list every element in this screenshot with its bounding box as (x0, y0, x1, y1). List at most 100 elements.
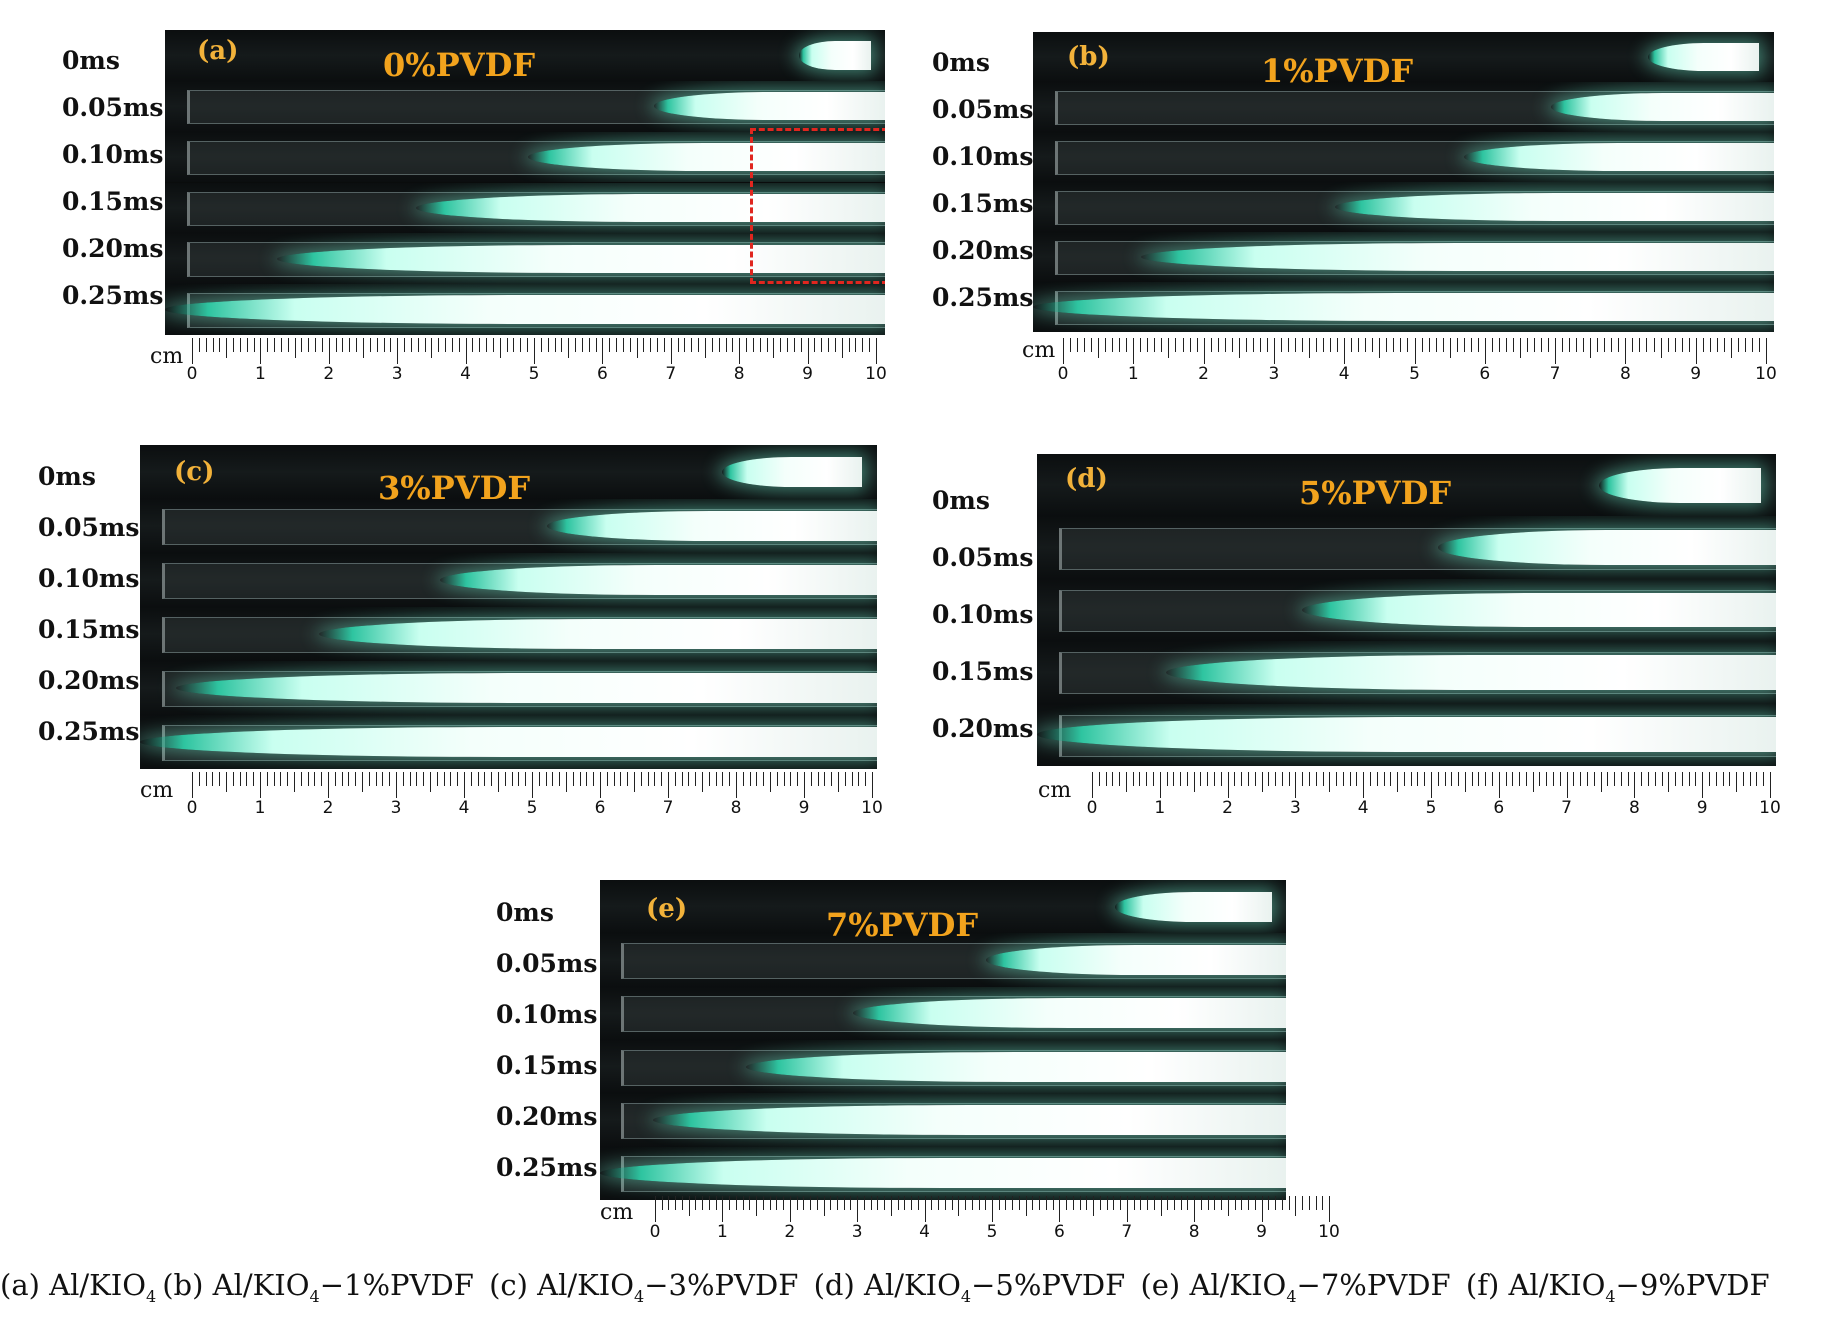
ruler-label: 10 (1755, 364, 1777, 384)
flame (852, 998, 1286, 1029)
ruler-tick (1302, 1196, 1304, 1210)
time-label: 0.20ms (62, 234, 164, 263)
caption-e: (e) Al/KIO4−7%PVDF (1140, 1268, 1451, 1306)
ruler-tick (588, 338, 590, 352)
flame-strip (1033, 282, 1774, 332)
ruler-tick (547, 338, 549, 352)
flame (1114, 891, 1273, 922)
ruler-tick (1770, 772, 1771, 798)
ruler-tick (356, 338, 358, 352)
ruler-tick (1646, 338, 1648, 352)
highlight-box (750, 128, 885, 284)
ruler-tick (1166, 772, 1168, 786)
ruler-tick (1526, 338, 1528, 352)
ruler-tick (1126, 338, 1128, 352)
ruler-tick (793, 338, 795, 352)
ruler-tick (1695, 772, 1697, 786)
ruler-tick (1742, 772, 1744, 786)
panel-title: 7%PVDF (826, 906, 979, 944)
ruler-tick (844, 772, 846, 786)
ruler-tick (1611, 338, 1613, 352)
ruler-tick (1241, 772, 1243, 786)
ruler-tick (273, 772, 275, 786)
ruler-tick (1106, 1196, 1108, 1210)
ruler-tick (1386, 338, 1388, 352)
ruler-tick (965, 1196, 967, 1210)
panel-e: (e) 7%PVDF 0ms 0.05ms 0.10ms 0.15ms 0.20ms 0.… (450, 870, 1350, 1270)
ruler-tick (749, 1196, 751, 1210)
ruler-tick (1449, 338, 1451, 358)
ruler-label: 10 (865, 364, 887, 384)
ruler-tick (1580, 772, 1582, 786)
ruler-tick (300, 772, 302, 786)
ruler-tick (1525, 772, 1527, 786)
flame-strip (140, 553, 877, 607)
time-label: 0.25ms (496, 1153, 598, 1182)
ruler-tick (1356, 772, 1358, 786)
ruler-tick (1112, 772, 1114, 786)
panel-photo: (e) 7%PVDF (600, 880, 1286, 1200)
ruler-tick (729, 772, 731, 786)
ruler-tick (1463, 338, 1465, 352)
ruler-unit: cm (150, 344, 184, 369)
ruler-tick (1431, 772, 1432, 798)
ruler-label: 6 (1053, 1222, 1065, 1242)
ruler-tick (688, 1196, 690, 1216)
ruler-tick (1336, 772, 1338, 786)
ruler-tick (1316, 338, 1318, 352)
ruler-tick (586, 772, 588, 786)
ruler-tick (1428, 338, 1430, 352)
ruler-tick (1200, 772, 1202, 786)
time-label: 0.15ms (38, 615, 140, 644)
ruler-tick (1139, 772, 1141, 786)
ruler-tick (1268, 772, 1270, 786)
ruler-label: 0 (1057, 364, 1069, 384)
ruler-tick (1254, 772, 1256, 786)
ruler-tick (843, 1196, 845, 1210)
ruler-tick (1512, 338, 1514, 352)
ruler-tick (698, 338, 700, 352)
flame (653, 92, 885, 121)
ruler-tick (992, 1196, 993, 1222)
time-label: 0.10ms (932, 142, 1034, 171)
flame (1464, 143, 1774, 171)
ruler-tick (1193, 772, 1195, 792)
caption-d: (d) Al/KIO4−5%PVDF (813, 1268, 1126, 1306)
ruler-tick (1376, 772, 1378, 786)
ruler-tick (838, 772, 839, 792)
ruler-tick (1702, 338, 1704, 352)
flame-strip (140, 715, 877, 769)
time-label: 0.10ms (496, 1000, 598, 1029)
ruler-tick (1180, 1196, 1182, 1210)
flame (722, 456, 863, 488)
ruler-tick (636, 338, 638, 358)
ruler-tick (681, 772, 683, 786)
panel-photo: (a) 0%PVDF (165, 30, 885, 335)
ruler-tick (1281, 1196, 1283, 1210)
ruler-tick (294, 338, 296, 358)
ruler-tick (1196, 338, 1198, 352)
ruler-tick (695, 772, 697, 786)
ruler-tick (1079, 1196, 1081, 1210)
ruler-tick (308, 338, 310, 352)
time-label: 0.15ms (496, 1051, 598, 1080)
ruler-tick (1681, 338, 1683, 352)
flame-strip (165, 284, 885, 335)
ruler-tick (348, 772, 350, 786)
ruler-tick (233, 338, 235, 352)
ruler-tick (1744, 338, 1746, 352)
ruler-tick (1126, 1196, 1128, 1222)
ruler-tick (668, 772, 669, 798)
ruler-tick (663, 338, 665, 352)
ruler-tick (513, 338, 515, 352)
ruler-tick (1573, 772, 1575, 786)
ruler-tick (1322, 772, 1324, 786)
time-label: 0.15ms (932, 189, 1034, 218)
ruler-tick (368, 772, 370, 786)
ruler-tick (1471, 772, 1473, 786)
ruler-tick (362, 772, 363, 792)
ruler: 0 1 2 3 4 5 6 7 8 9 10 (1087, 772, 1781, 817)
ruler-tick (1224, 338, 1226, 352)
ruler-tick (770, 772, 771, 792)
ruler-tick (1302, 338, 1304, 352)
